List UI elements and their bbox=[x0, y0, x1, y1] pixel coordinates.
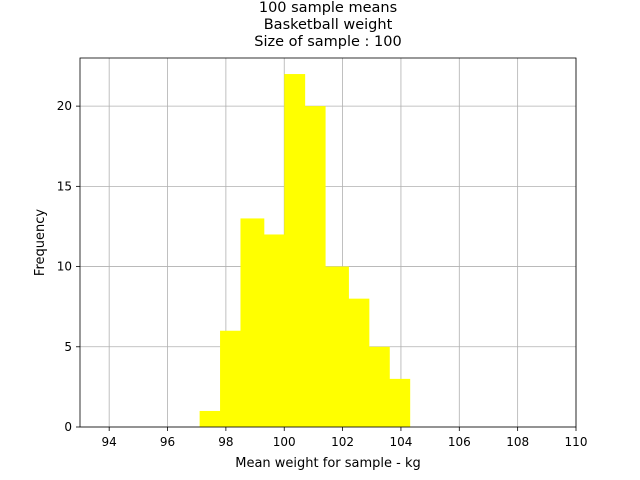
x-axis-label: Mean weight for sample - kg bbox=[235, 456, 421, 471]
histogram-bar bbox=[284, 74, 306, 427]
bar-layer bbox=[199, 74, 411, 427]
histogram-bar bbox=[368, 346, 390, 427]
y-tick-label: 5 bbox=[64, 340, 72, 354]
x-tick-label: 104 bbox=[389, 435, 412, 449]
x-tick-label: 102 bbox=[331, 435, 354, 449]
histogram-bar bbox=[240, 218, 265, 427]
y-tick-label: 20 bbox=[57, 99, 72, 113]
x-tick-label: 100 bbox=[273, 435, 296, 449]
plot-frame bbox=[79, 57, 577, 428]
histogram-bar bbox=[220, 330, 241, 427]
histogram-bar bbox=[263, 234, 285, 427]
histogram-bar bbox=[304, 106, 326, 427]
tick-layer: 94 96 98 100 102 104 106 108 110 0 5 10 15 20 bbox=[57, 99, 588, 449]
chart-title-line-2: Basketball weight bbox=[263, 17, 393, 33]
chart-title-line-1: 100 sample means bbox=[258, 0, 398, 16]
x-tick-label: 94 bbox=[102, 435, 117, 449]
histogram-bar bbox=[325, 266, 349, 427]
y-tick-label: 10 bbox=[57, 260, 72, 274]
y-axis-label: Frequency bbox=[33, 209, 48, 276]
x-tick-label: 110 bbox=[565, 435, 588, 449]
x-tick-label: 108 bbox=[506, 435, 529, 449]
y-tick-label: 15 bbox=[57, 179, 72, 193]
histogram-bar bbox=[389, 378, 411, 427]
histogram-bar bbox=[199, 410, 221, 427]
y-tick-label: 0 bbox=[64, 420, 72, 434]
chart-title-line-3: Size of sample : 100 bbox=[254, 34, 402, 50]
x-tick-label: 98 bbox=[218, 435, 233, 449]
x-tick-label: 106 bbox=[448, 435, 471, 449]
x-tick-label: 96 bbox=[160, 435, 175, 449]
histogram-bar bbox=[348, 298, 370, 427]
